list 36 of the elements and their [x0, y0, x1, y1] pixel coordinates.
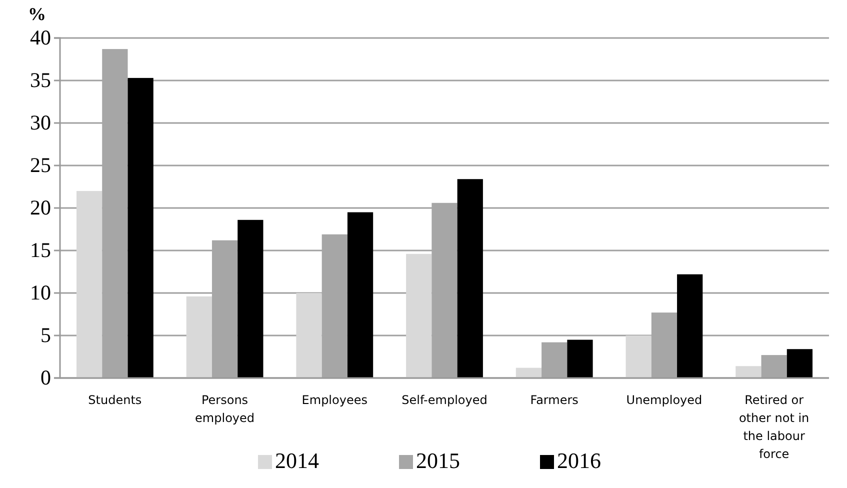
bar: [626, 336, 652, 378]
bar: [761, 355, 787, 378]
y-tick-label: 15: [30, 238, 51, 262]
x-tick-label: Students: [88, 393, 142, 407]
bar: [238, 220, 264, 378]
bar: [542, 342, 568, 378]
bar: [677, 274, 703, 378]
legend-label: 2014: [275, 448, 319, 473]
legend-label: 2015: [416, 448, 460, 473]
bar: [516, 368, 542, 378]
bar: [457, 179, 483, 378]
x-tick-label: Self-employed: [402, 393, 488, 407]
bar: [128, 78, 154, 378]
y-tick-label: 35: [30, 68, 51, 92]
x-tick-label: Employees: [302, 393, 368, 407]
x-tick-label: Farmers: [530, 393, 578, 407]
bar: [567, 340, 593, 378]
y-axis-title: %: [28, 4, 46, 24]
y-tick-label: 40: [30, 26, 51, 50]
y-tick-label: 25: [30, 153, 51, 178]
legend-label: 2016: [557, 448, 601, 473]
y-tick-label: 0: [40, 366, 51, 390]
y-tick-label: 5: [40, 323, 51, 348]
bar: [186, 296, 212, 378]
bar: [296, 293, 322, 378]
y-tick-label: 30: [30, 110, 51, 135]
bar: [406, 254, 432, 378]
x-tick-label: Retired or other not in the labour force: [738, 393, 810, 461]
x-tick-label: Persons employed: [195, 393, 255, 425]
bar: [347, 212, 374, 378]
y-tick-label: 20: [30, 196, 51, 220]
bar: [786, 349, 813, 378]
y-tick-label: 10: [30, 280, 51, 305]
bar: [736, 366, 762, 378]
bar: [76, 191, 102, 378]
x-tick-label: Unemployed: [626, 393, 702, 407]
